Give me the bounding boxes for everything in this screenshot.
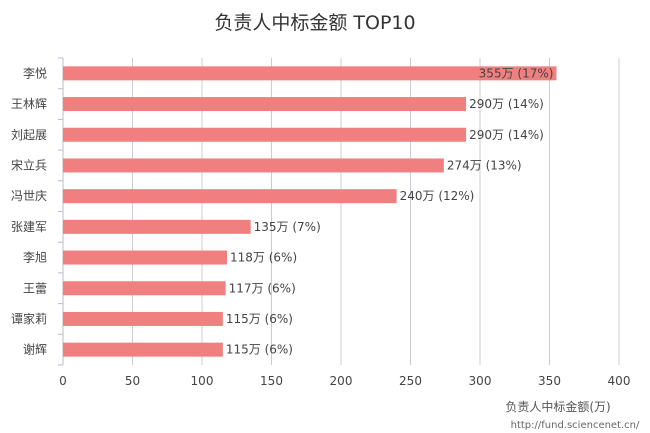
data-label: 240万 (12%): [400, 189, 475, 203]
bar-9: [63, 311, 223, 326]
data-label: 135万 (7%): [254, 220, 321, 234]
x-tick-label: 200: [330, 374, 353, 388]
category-label: 冯世庆: [11, 189, 47, 203]
x-tick-labels: 0 50 100 150 200 250 300 350 400: [59, 374, 630, 388]
x-tick-label: 50: [125, 374, 140, 388]
x-tick-label: 0: [59, 374, 67, 388]
source-text: http://fund.sciencenet.cn/: [511, 420, 640, 431]
x-axis-label: 负责人中标金额(万): [505, 399, 610, 414]
x-tick-label: 350: [538, 374, 561, 388]
x-tick-label: 300: [469, 374, 492, 388]
category-label: 宋立兵: [11, 157, 47, 172]
data-label: 118万 (6%): [230, 251, 297, 265]
category-label: 王蕾: [23, 281, 47, 295]
bar-4: [63, 158, 444, 173]
category-label: 谭家莉: [11, 311, 47, 326]
bars: [63, 66, 557, 357]
category-label: 李旭: [23, 250, 47, 265]
x-tick-label: 250: [399, 374, 422, 388]
bar-7: [63, 250, 228, 265]
bar-10: [63, 342, 223, 357]
data-label: 115万 (6%): [226, 312, 293, 326]
category-label: 谢辉: [23, 342, 47, 357]
bar-5: [63, 189, 397, 204]
bar-8: [63, 281, 226, 296]
category-label: 李悦: [23, 65, 47, 80]
bar-6: [63, 219, 251, 234]
data-label: 290万 (14%): [469, 97, 544, 111]
data-label: 117万 (6%): [229, 281, 296, 295]
x-tick-label: 150: [260, 374, 283, 388]
data-labels: 355万 (17%) 290万 (14%) 290万 (14%) 274万 (13%)…: [226, 66, 554, 356]
chart-title: 负责人中标金额 TOP10: [214, 12, 415, 34]
bar-2: [63, 97, 467, 112]
x-tick-label: 100: [191, 374, 214, 388]
bar-3: [63, 127, 467, 142]
category-label: 刘起展: [11, 128, 47, 142]
category-label: 张建军: [11, 220, 47, 234]
bar-1: [63, 66, 557, 81]
data-label: 355万 (17%): [479, 66, 554, 80]
data-label: 274万 (13%): [447, 158, 522, 172]
category-label: 王林辉: [11, 97, 47, 111]
data-label: 115万 (6%): [226, 343, 293, 357]
data-label: 290万 (14%): [469, 128, 544, 142]
x-tick-label: 400: [608, 374, 631, 388]
